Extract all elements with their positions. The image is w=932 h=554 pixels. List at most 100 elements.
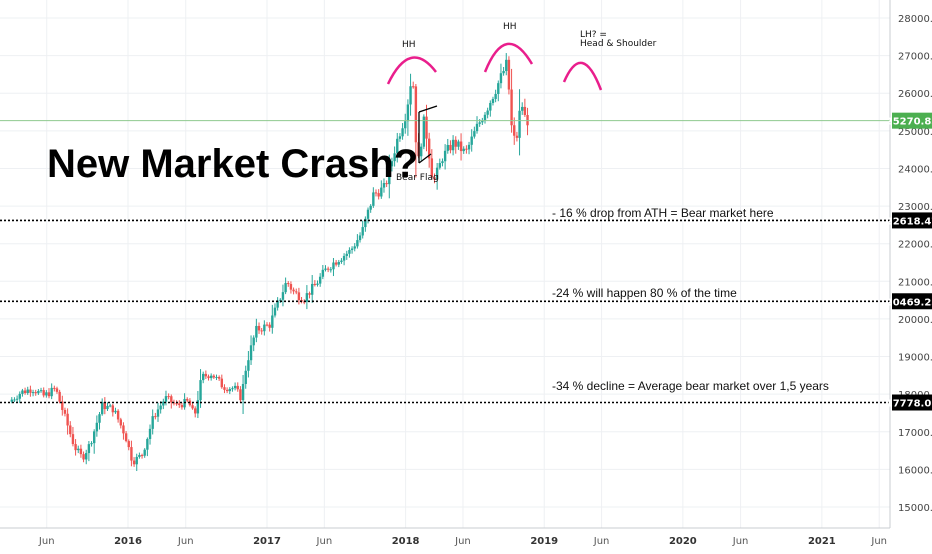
candle-body (135, 456, 138, 465)
candle-body (404, 121, 407, 129)
candle-body (151, 416, 154, 429)
price-tick-label: 15000.00 (898, 503, 932, 514)
candle-body (63, 409, 67, 414)
candle-body (348, 250, 351, 254)
candle-body (438, 163, 442, 168)
price-tag-label: 25270.83 (886, 117, 932, 128)
candle-body (481, 120, 484, 123)
candle-body (292, 289, 295, 292)
candle-body (162, 401, 165, 406)
candle-body (289, 284, 293, 290)
candle-body (244, 370, 247, 384)
candle-body (23, 390, 27, 394)
candle-body (422, 116, 426, 147)
price-tick-label: 20000.00 (898, 315, 932, 326)
candle-body (329, 269, 333, 271)
candle-body (396, 138, 399, 154)
candle-body (50, 387, 53, 397)
price-tick-label: 22000.00 (898, 240, 932, 251)
price-tag (892, 394, 932, 411)
candle-body (39, 390, 43, 392)
candle-body (207, 376, 210, 379)
candle-body (199, 380, 202, 401)
bear-flag-upper-line (418, 105, 438, 113)
candle-body (34, 392, 37, 394)
candle-body (462, 148, 465, 152)
price-tag (892, 112, 932, 129)
candle-body (263, 324, 266, 332)
candle-body (321, 269, 325, 277)
bear-flag-lower-line (418, 153, 432, 164)
candle-body (515, 135, 519, 138)
candle-body (412, 86, 415, 88)
candle-body (430, 158, 434, 178)
candle-body (122, 425, 125, 434)
candle-body (361, 227, 364, 236)
grid-layer (0, 0, 890, 528)
candle-body (77, 448, 80, 451)
price-tick-label: 21000.00 (898, 277, 932, 288)
candle-body (255, 325, 258, 338)
candle-body (385, 183, 388, 185)
price-tick-label: 16000.00 (898, 465, 932, 476)
candle-body (459, 141, 463, 152)
candle-body (140, 455, 144, 457)
candle-body (491, 98, 495, 103)
candle-body (191, 405, 194, 409)
candle-body (326, 268, 330, 270)
lh-label-line2: Head & Shoulder (580, 39, 657, 49)
candle-body (74, 444, 77, 451)
candle-body (98, 414, 101, 423)
candle-body (18, 393, 21, 399)
candle-body (154, 416, 157, 418)
candle-body (21, 390, 24, 394)
headline: New Market Crash? (47, 142, 418, 186)
candle-body (443, 150, 447, 162)
candle-body (380, 187, 383, 197)
candle-body (143, 449, 146, 456)
price-tick-label: 25000.00 (898, 127, 932, 138)
candle-body (47, 392, 51, 397)
candle-body (111, 405, 115, 413)
price-tick-label: 19000.00 (898, 353, 932, 364)
candle-body (108, 405, 112, 407)
candle-body (241, 383, 245, 401)
date-tick-label: 2020 (669, 536, 697, 547)
candle-body (419, 146, 423, 157)
hh-left-arc (386, 56, 437, 85)
candle-body (223, 387, 226, 390)
candle-body (499, 73, 503, 84)
candle-body (265, 324, 269, 326)
candle-body (225, 389, 229, 392)
candle-body (252, 337, 255, 346)
candle-body (398, 136, 402, 139)
candle-body (45, 392, 48, 396)
candle-body (186, 398, 189, 401)
candle-body (470, 136, 473, 145)
candle-body (13, 399, 16, 401)
candle-body (441, 161, 444, 164)
candle-body (175, 403, 178, 405)
candle-body (92, 431, 96, 444)
candle-body (55, 388, 59, 392)
candle-body (159, 405, 162, 410)
candle-body (71, 434, 75, 445)
candle-body (356, 240, 359, 247)
candle-body (409, 86, 412, 105)
candle-body (310, 283, 314, 295)
candle-body (148, 428, 152, 439)
candle-body (180, 405, 184, 408)
drop-34-label: -34 % decline = Average bear market over… (552, 379, 829, 393)
candle-body (69, 425, 72, 435)
candle-body (340, 260, 343, 262)
candle-body (79, 448, 83, 455)
candle-body (502, 71, 505, 74)
candle-body (451, 139, 455, 151)
candle-body (156, 409, 160, 417)
price-tick-label: 27000.00 (898, 52, 932, 63)
candle-body (114, 410, 117, 413)
candle-body (231, 388, 234, 390)
date-tick-label: Jun (316, 536, 333, 547)
